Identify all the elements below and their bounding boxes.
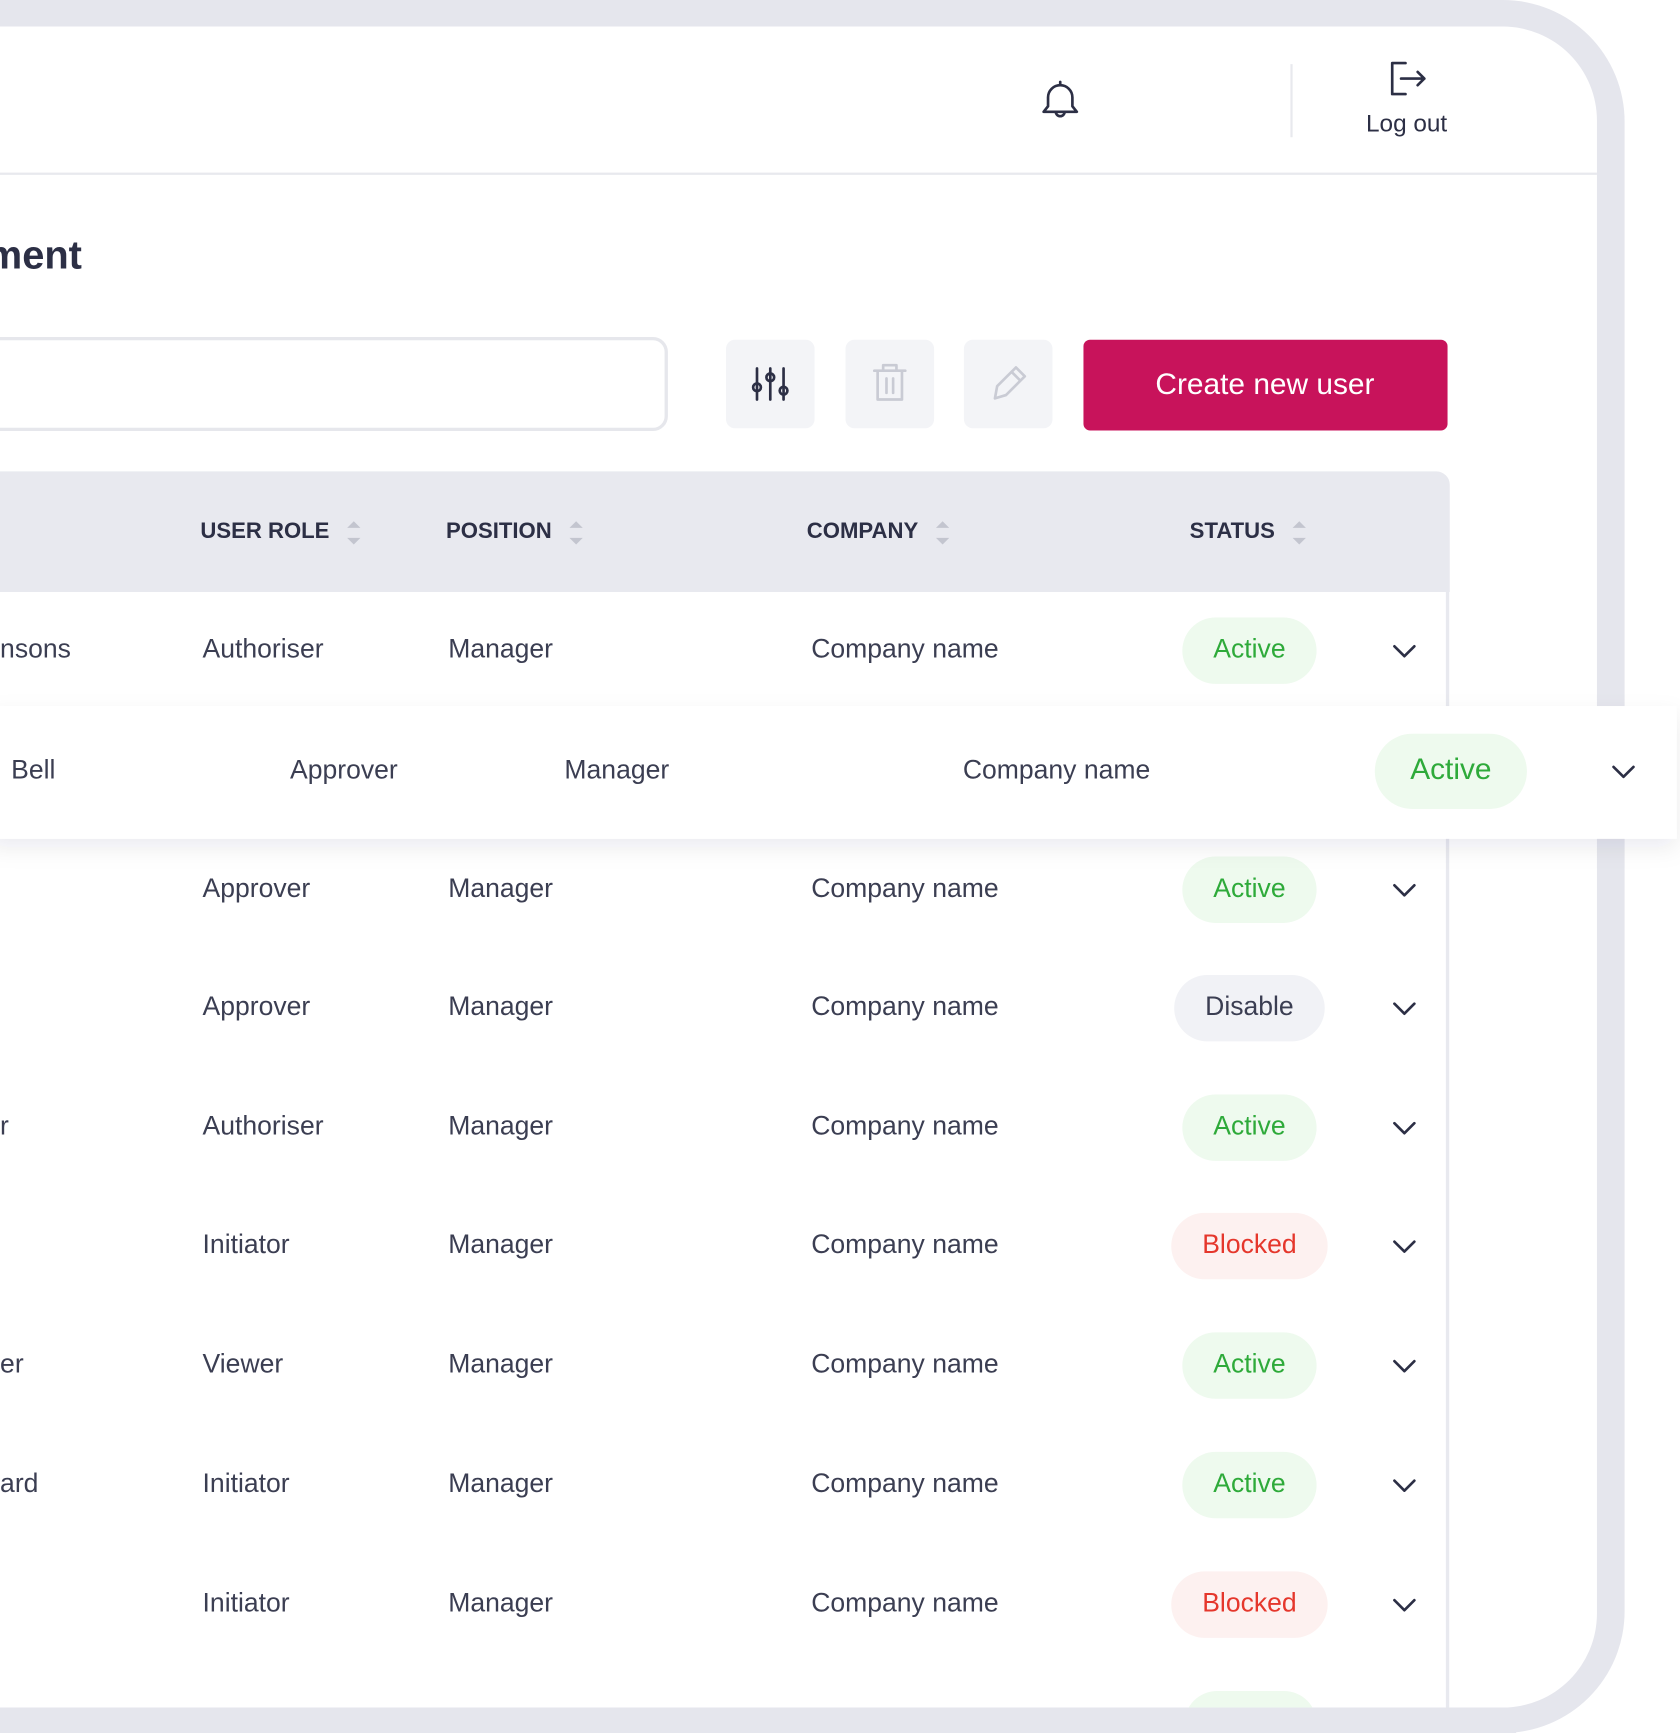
sort-icon[interactable] xyxy=(569,521,583,545)
expand-chevron[interactable] xyxy=(1393,1479,1416,1492)
status-badge xyxy=(1174,974,1325,1042)
cell-name: Bell xyxy=(11,754,55,784)
cell-company: Company name xyxy=(811,1111,998,1141)
create-user-label[interactable]: Create new user xyxy=(1155,368,1374,401)
expand-chevron[interactable] xyxy=(1393,644,1416,658)
status-badge xyxy=(1182,1094,1317,1161)
cell-company: Company name xyxy=(811,1349,998,1379)
column-header[interactable]: COMPANY xyxy=(807,518,919,543)
cell-company: Company name xyxy=(811,634,998,664)
expand-chevron[interactable] xyxy=(1393,1002,1416,1016)
table-header xyxy=(0,471,1450,593)
status-badge xyxy=(1182,856,1317,923)
expand-chevron[interactable] xyxy=(1393,883,1416,897)
cell-position: Manager xyxy=(448,1588,553,1618)
status-badge xyxy=(1182,1332,1317,1399)
cell-position: Manager xyxy=(448,873,553,903)
cell-role: Initiator xyxy=(203,1229,290,1259)
cell-name: r xyxy=(0,1111,9,1141)
cell-name: nsons xyxy=(0,634,71,664)
table-row-highlighted[interactable]: Bell Approver Manager Company name Active xyxy=(0,706,1677,839)
cell-role: Approver xyxy=(203,991,311,1021)
status-label: Blocked xyxy=(1202,1588,1296,1618)
edit-button[interactable] xyxy=(963,339,1053,429)
expand-chevron[interactable] xyxy=(1393,1121,1416,1135)
search-input[interactable] xyxy=(0,336,668,432)
column-header[interactable]: POSITION xyxy=(446,518,552,543)
cell-position: Manager xyxy=(448,1468,553,1498)
cell-position: Manager xyxy=(448,1349,553,1379)
cell-role: Initiator xyxy=(203,1468,290,1498)
status-label: Active xyxy=(1213,1468,1285,1498)
frame-bottom xyxy=(0,1707,1517,1733)
table-row[interactable]: Approver Manager Company name Disable xyxy=(203,974,1416,1042)
expand-chevron[interactable] xyxy=(1612,765,1635,779)
expand-chevron[interactable] xyxy=(1393,1359,1416,1373)
cell-role: Approver xyxy=(290,754,398,784)
cell-company: Company name xyxy=(811,991,998,1021)
status-badge xyxy=(1182,617,1317,684)
expand-chevron[interactable] xyxy=(1393,1240,1416,1253)
status-label: Active xyxy=(1410,753,1491,786)
cell-role: Authoriser xyxy=(203,1111,324,1141)
status-badge xyxy=(1182,1451,1317,1519)
cell-role: Approver xyxy=(203,873,311,903)
column-header[interactable]: STATUS xyxy=(1190,518,1275,543)
cell-position: Manager xyxy=(448,1229,553,1259)
logout-label[interactable]: Log out xyxy=(1366,110,1447,137)
page-title: ment xyxy=(0,233,82,277)
cell-company: Company name xyxy=(811,1229,998,1259)
table-row[interactable]: nsons Authoriser Manager Company name Active xyxy=(0,617,1416,684)
cell-company: Company name xyxy=(811,1588,998,1618)
screen-surface xyxy=(0,26,1597,1708)
sort-icon[interactable] xyxy=(935,521,950,545)
cell-role: Initiator xyxy=(203,1588,290,1618)
cell-position: Manager xyxy=(448,1111,553,1141)
status-badge xyxy=(1171,1571,1328,1638)
table-row[interactable]: Approver Manager Company name Active xyxy=(203,856,1416,923)
status-label: Active xyxy=(1213,1111,1285,1141)
cell-company: Company name xyxy=(963,754,1150,784)
status-label: Disable xyxy=(1205,991,1294,1021)
status-label: Blocked xyxy=(1202,1229,1296,1259)
table-row[interactable]: Initiator Manager Company name Blocked xyxy=(203,1571,1416,1638)
cell-name: er xyxy=(0,1349,24,1379)
table-row[interactable]: r Authoriser Manager Company name Active xyxy=(0,1094,1416,1161)
notification-button[interactable] xyxy=(1042,80,1079,118)
sort-icon[interactable] xyxy=(1292,521,1306,545)
create-user-button[interactable]: Create new user xyxy=(1083,339,1448,431)
cell-name: ard xyxy=(0,1468,38,1498)
table-row[interactable]: Initiator Manager Company name Blocked xyxy=(203,1212,1416,1280)
cell-position: Manager xyxy=(448,991,553,1021)
filter-button[interactable] xyxy=(726,339,815,429)
cell-position: Manager xyxy=(448,634,553,664)
logout-button[interactable]: Log out xyxy=(1366,61,1447,137)
cell-position: Manager xyxy=(564,754,669,784)
delete-button[interactable] xyxy=(845,339,935,429)
sort-icon[interactable] xyxy=(347,521,361,545)
table-row[interactable]: er Viewer Manager Company name Active xyxy=(0,1332,1416,1399)
column-header[interactable]: USER ROLE xyxy=(200,518,329,543)
status-label: Active xyxy=(1213,1349,1285,1379)
table-head: USER ROLE POSITION COMPANY STATUS xyxy=(200,518,1306,545)
cell-company: Company name xyxy=(811,1468,998,1498)
status-label: Active xyxy=(1213,873,1285,903)
table-body: nsons Authoriser Manager Company name Active… xyxy=(0,617,1677,1638)
cell-role: Authoriser xyxy=(203,634,324,664)
status-badge xyxy=(1171,1212,1328,1280)
cell-role: Viewer xyxy=(203,1349,284,1379)
status-label: Active xyxy=(1213,634,1285,664)
expand-chevron[interactable] xyxy=(1393,1598,1416,1612)
status-badge xyxy=(1374,733,1527,809)
table-row[interactable]: ard Initiator Manager Company name Active xyxy=(0,1451,1416,1519)
cell-company: Company name xyxy=(811,873,998,903)
